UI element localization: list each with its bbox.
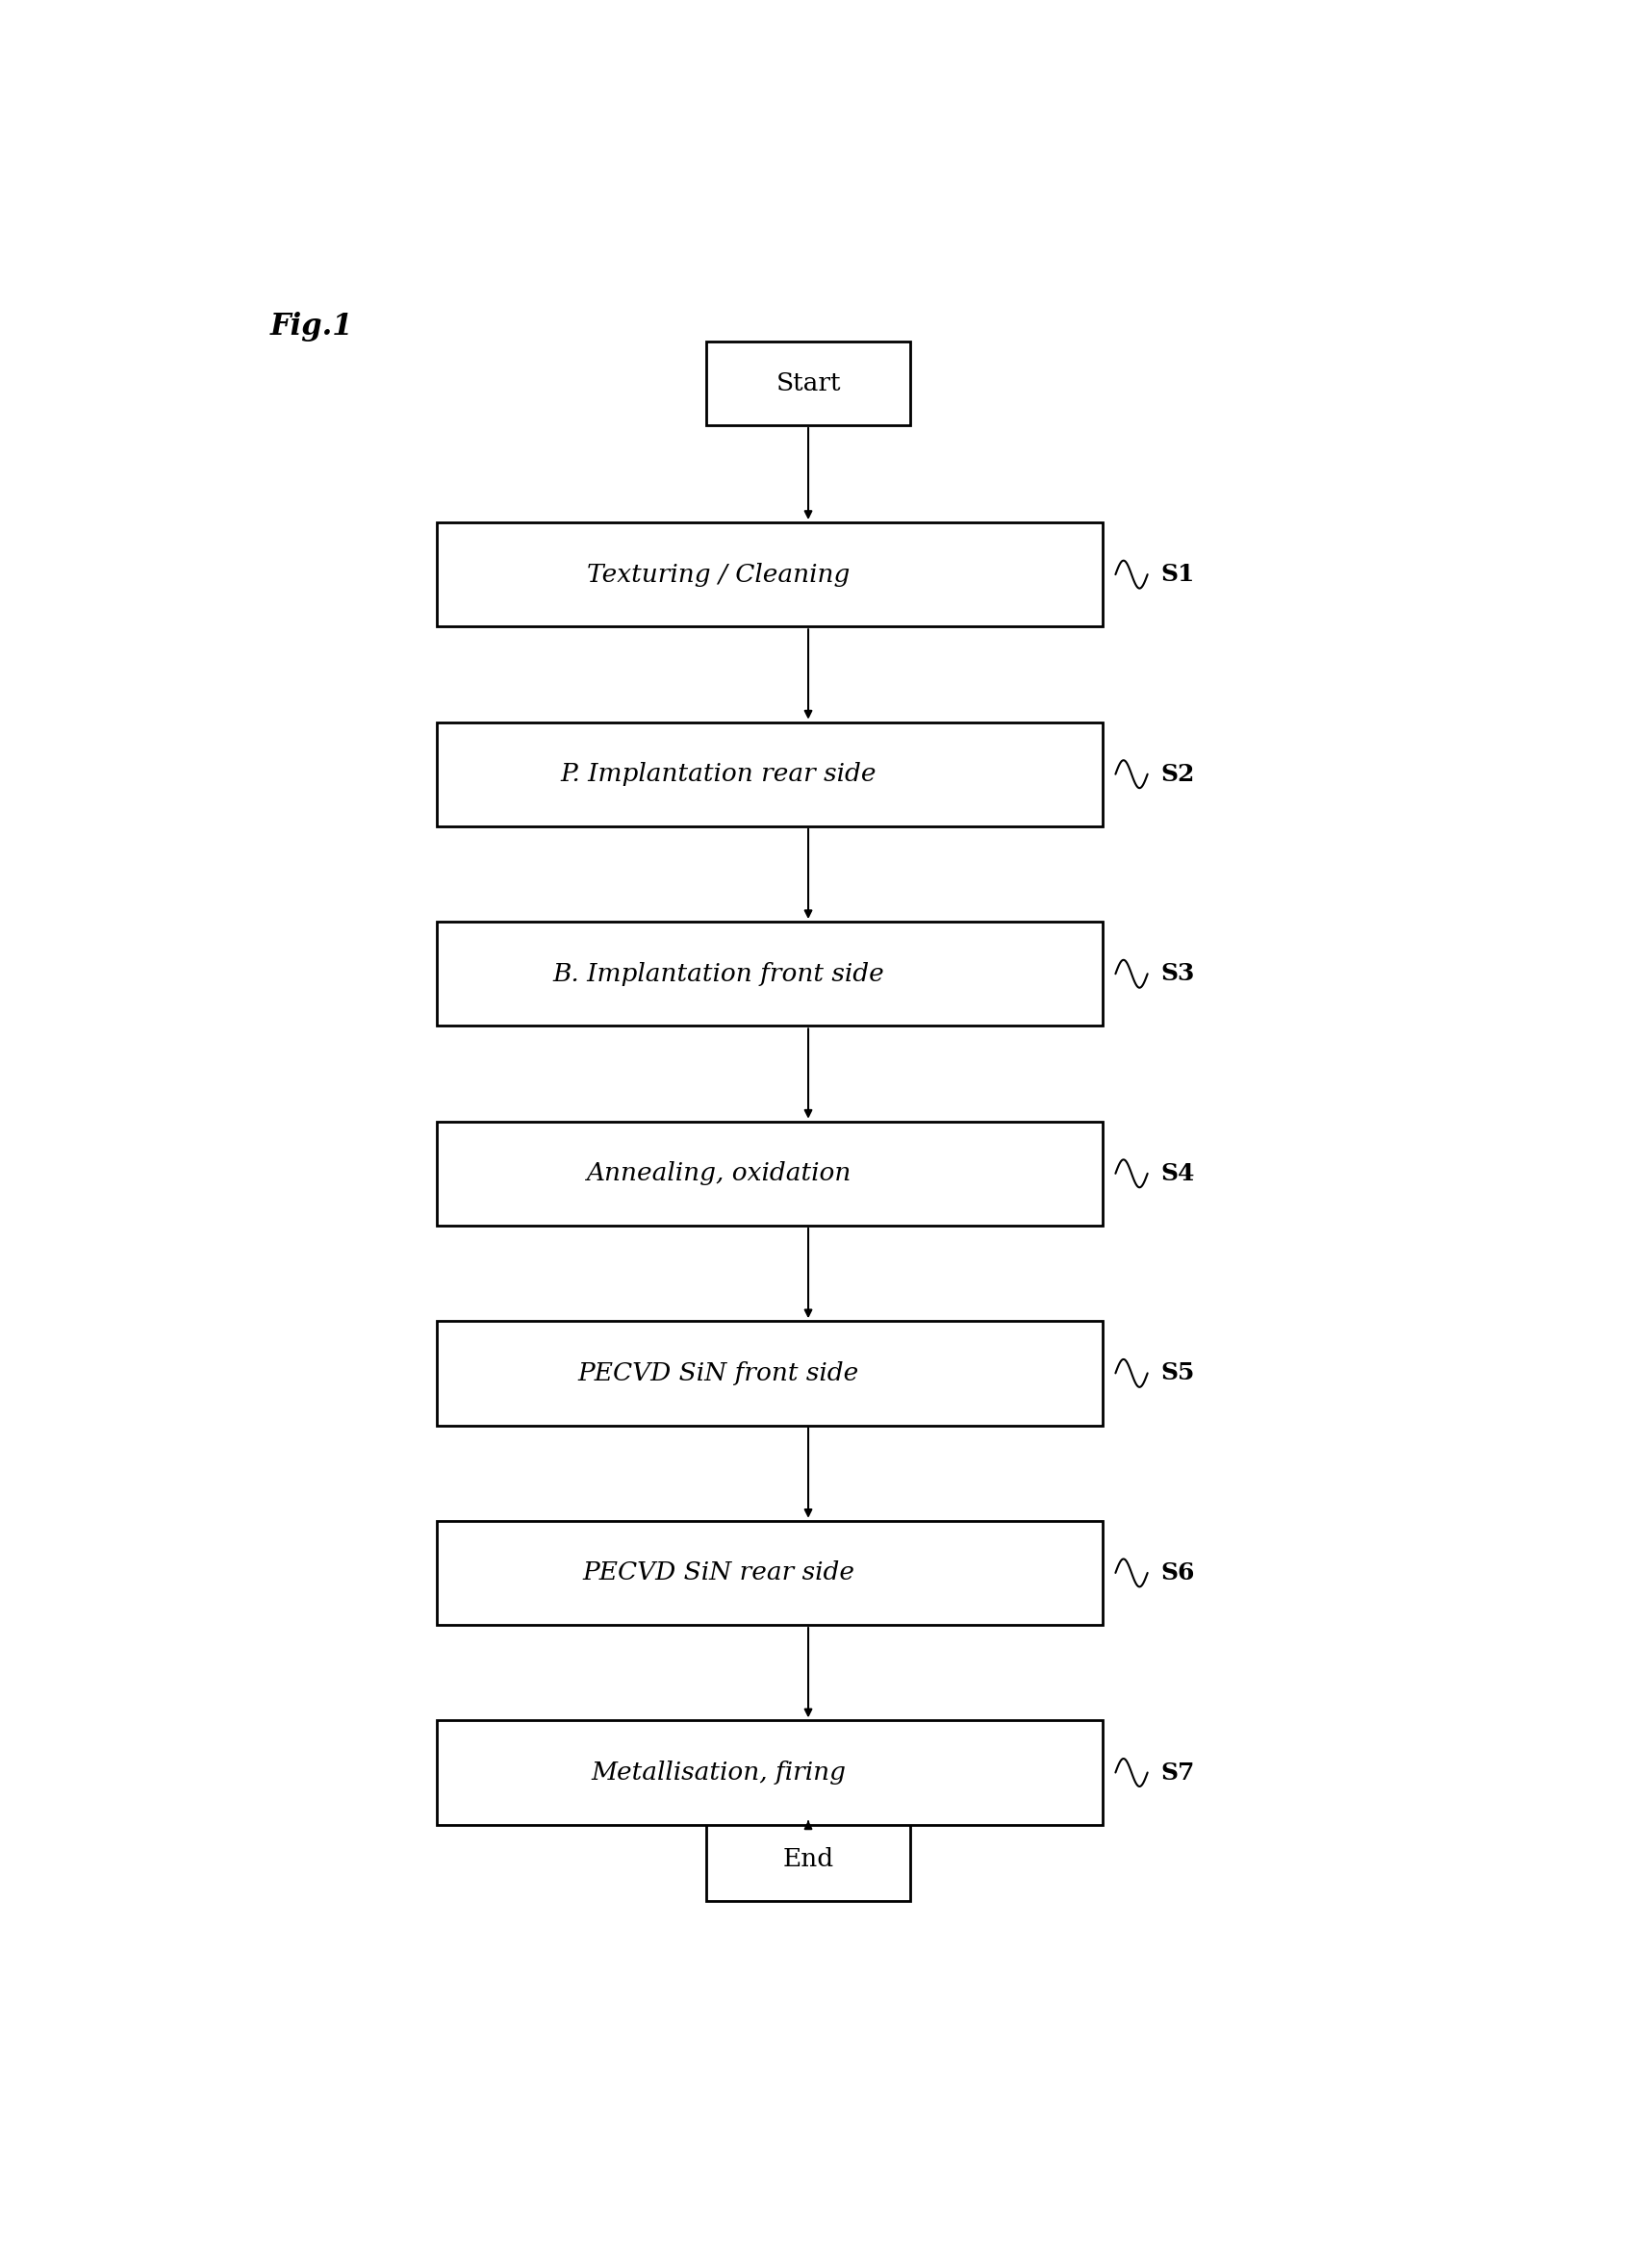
Text: PECVD SiN rear side: PECVD SiN rear side [583,1560,854,1585]
Bar [436,922,1104,1026]
Text: S6: S6 [1160,1560,1194,1585]
Text: B. Implantation front side: B. Implantation front side [553,963,884,985]
Bar [436,1321,1104,1425]
Bar [705,343,910,426]
Text: Start: Start [776,372,841,395]
Bar [705,1818,910,1901]
Text: Fig.1: Fig.1 [271,311,354,341]
Bar [436,1520,1104,1626]
Text: End: End [783,1847,834,1872]
Text: Metallisation, firing: Metallisation, firing [591,1761,846,1784]
Text: PECVD SiN front side: PECVD SiN front side [578,1362,859,1385]
Text: P. Implantation rear side: P. Implantation rear side [560,762,877,787]
Text: S3: S3 [1160,963,1194,985]
Bar [436,722,1104,825]
Bar [436,523,1104,627]
Bar [436,1121,1104,1227]
Text: S2: S2 [1160,762,1194,785]
Text: S7: S7 [1160,1761,1194,1784]
Text: Annealing, oxidation: Annealing, oxidation [586,1161,851,1186]
Bar [436,1721,1104,1824]
Text: S1: S1 [1160,564,1194,586]
Text: Texturing / Cleaning: Texturing / Cleaning [586,561,851,586]
Text: S5: S5 [1160,1362,1194,1385]
Text: S4: S4 [1160,1161,1194,1186]
